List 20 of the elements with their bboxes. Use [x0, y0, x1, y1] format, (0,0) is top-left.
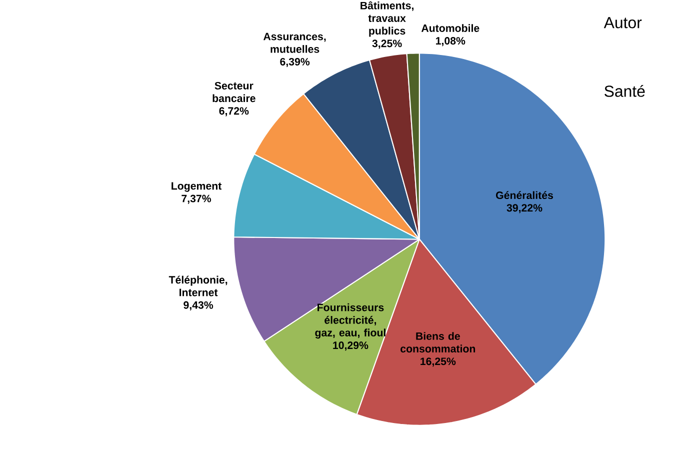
data-label: 6,39%	[280, 58, 310, 68]
text: Autor	[604, 17, 642, 28]
slice-label: Bâtiments, travaux publics	[360, 2, 414, 37]
text: Santé	[604, 85, 645, 98]
slice-label: Téléphonie, Internet	[168, 276, 228, 296]
slice-label: Secteur bancaire	[212, 82, 256, 102]
data-label: 39,22%	[506, 204, 542, 214]
data-label: 6,72%	[219, 107, 249, 116]
data-label: 1,08%	[436, 37, 466, 46]
data-label: 10,29%	[333, 342, 368, 351]
slice-label: Automobile	[421, 24, 480, 32]
data-label: 7,37%	[182, 194, 212, 204]
data-label: 3,25%	[372, 40, 402, 49]
slice-label: Généralités	[496, 191, 554, 200]
data-label: 16,25%	[420, 358, 456, 367]
slice-label: Logement	[172, 182, 222, 192]
slice-label: Fournisseurs électricité, gaz, eau, fioul	[315, 304, 386, 339]
data-label: 9,43%	[184, 301, 214, 311]
slice-label: Biens de consommation	[400, 332, 476, 353]
slice-label: Assurances, mutuelles	[263, 33, 326, 54]
